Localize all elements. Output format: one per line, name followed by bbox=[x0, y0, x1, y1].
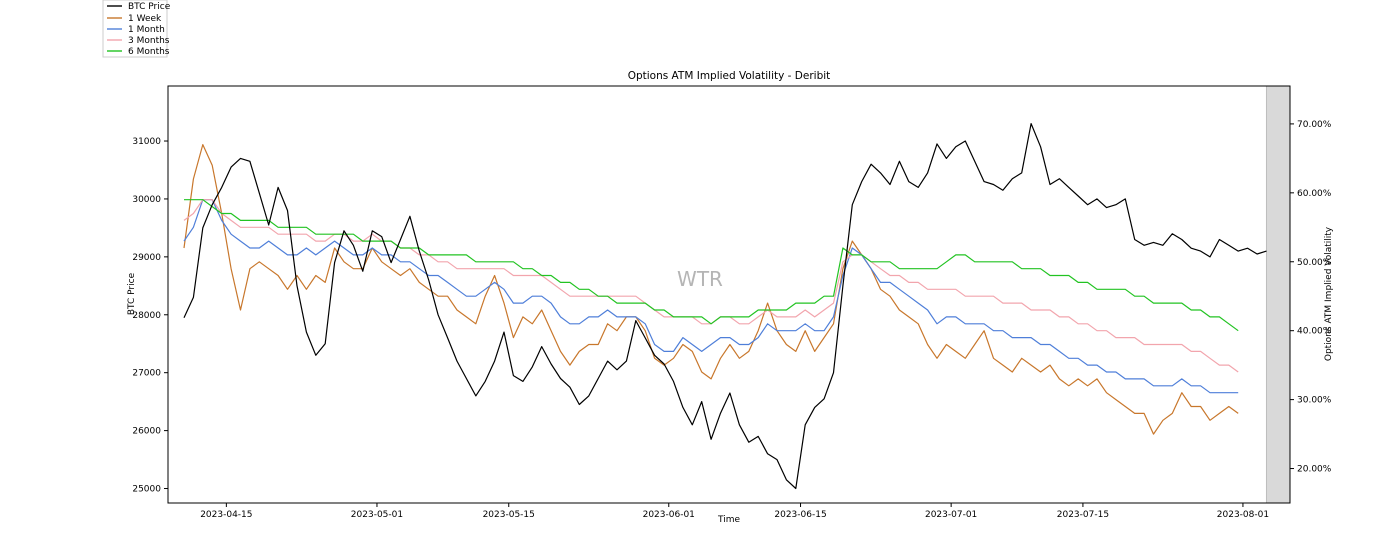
y-left-tick-label: 27000 bbox=[132, 369, 161, 379]
series-line-1-month bbox=[183, 199, 1239, 394]
legend-label-3-months: 3 Months bbox=[128, 36, 170, 46]
series-line-1-week bbox=[183, 144, 1239, 435]
y-left-tick-label: 28000 bbox=[132, 311, 161, 321]
legend: BTC Price 1 Week 1 Month 3 Months 6 Mont… bbox=[102, 0, 171, 58]
y-left-tick-label: 25000 bbox=[132, 485, 161, 495]
x-tick-label: 2023-06-01 bbox=[643, 510, 695, 520]
y-right-tick-label: 50.00% bbox=[1297, 258, 1332, 268]
y-right-tick-label: 70.00% bbox=[1297, 120, 1332, 130]
y-left-tick-label: 30000 bbox=[132, 195, 161, 205]
x-axis-title: Time bbox=[717, 515, 740, 525]
y-right-tick-label: 20.00% bbox=[1297, 465, 1332, 475]
series-line-btc-price bbox=[183, 122, 1267, 490]
x-tick-label: 2023-05-15 bbox=[483, 510, 535, 520]
x-tick-label: 2023-06-15 bbox=[774, 510, 826, 520]
series-layer bbox=[183, 122, 1267, 490]
x-tick-label: 2023-07-01 bbox=[925, 510, 977, 520]
y-right-tick-label: 60.00% bbox=[1297, 189, 1332, 199]
x-tick-label: 2023-05-01 bbox=[351, 510, 403, 520]
ticks-layer: 2023-04-15 2023-05-01 2023-05-15 2023-06-01… bbox=[132, 120, 1331, 520]
shaded-region bbox=[1265, 85, 1291, 504]
x-tick-label: 2023-08-01 bbox=[1217, 510, 1269, 520]
chart-title: Options ATM Implied Volatility - Deribit bbox=[628, 70, 831, 82]
y-left-tick-label: 31000 bbox=[132, 137, 161, 147]
legend-label-1-month: 1 Month bbox=[128, 25, 165, 35]
y-right-tick-label: 30.00% bbox=[1297, 396, 1332, 406]
series-line-6-months bbox=[184, 199, 1239, 332]
y-left-tick-label: 29000 bbox=[132, 253, 161, 263]
plot-frame bbox=[167, 85, 1291, 504]
y-axis-left-title: BTC Price bbox=[127, 272, 137, 315]
y-right-tick-label: 40.00% bbox=[1297, 327, 1332, 337]
legend-label-1-week: 1 Week bbox=[128, 14, 162, 24]
x-tick-label: 2023-07-15 bbox=[1057, 510, 1109, 520]
y-axis-right-title: Options ATM Implied Volatility bbox=[1324, 226, 1334, 361]
legend-label-btc-price: BTC Price bbox=[128, 2, 171, 12]
x-tick-label: 2023-04-15 bbox=[200, 510, 252, 520]
legend-label-6-months: 6 Months bbox=[128, 47, 170, 57]
watermark: WTR bbox=[677, 267, 723, 291]
y-left-tick-label: 26000 bbox=[132, 427, 161, 437]
